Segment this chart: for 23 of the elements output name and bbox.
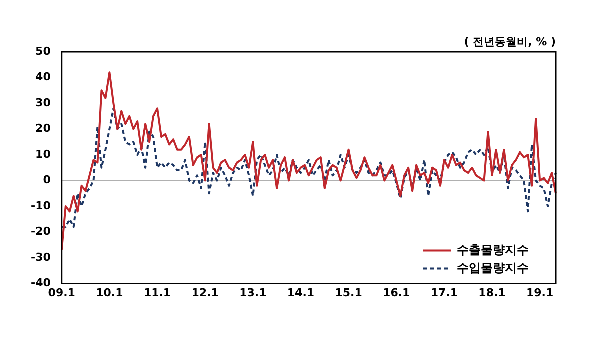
text: ( 전년동월비, % ) [464, 35, 556, 48]
x-tick-label: 14.1 [287, 286, 315, 300]
legend-label: 수출물량지수 [457, 242, 529, 257]
y-tick-label: 0 [43, 174, 52, 187]
x-tick-label: 13.1 [240, 286, 267, 300]
x-tick-label: 10.1 [96, 286, 124, 300]
x-tick-label: 15.1 [335, 286, 362, 300]
y-tick-label: -20 [31, 225, 52, 238]
y-tick-label: -10 [31, 199, 52, 212]
y-tick-label: 20 [36, 122, 52, 136]
y-tick-label: 50 [36, 44, 52, 58]
x-tick-label: 16.1 [383, 286, 410, 300]
y-tick-label: 10 [36, 148, 52, 161]
x-tick-label: 18.1 [478, 286, 506, 300]
line-series [60, 108, 557, 228]
y-tick-label: 40 [36, 70, 52, 84]
x-tick-label: 11.1 [144, 286, 172, 300]
x-tick-label: 17.1 [430, 286, 458, 300]
x-tick-label: 12.1 [192, 286, 219, 300]
legend-label: 수입물량지수 [457, 260, 529, 275]
x-tick-label: 19.1 [526, 286, 554, 300]
y-tick-label: -30 [31, 250, 52, 264]
y-tick-label: 30 [36, 96, 52, 110]
